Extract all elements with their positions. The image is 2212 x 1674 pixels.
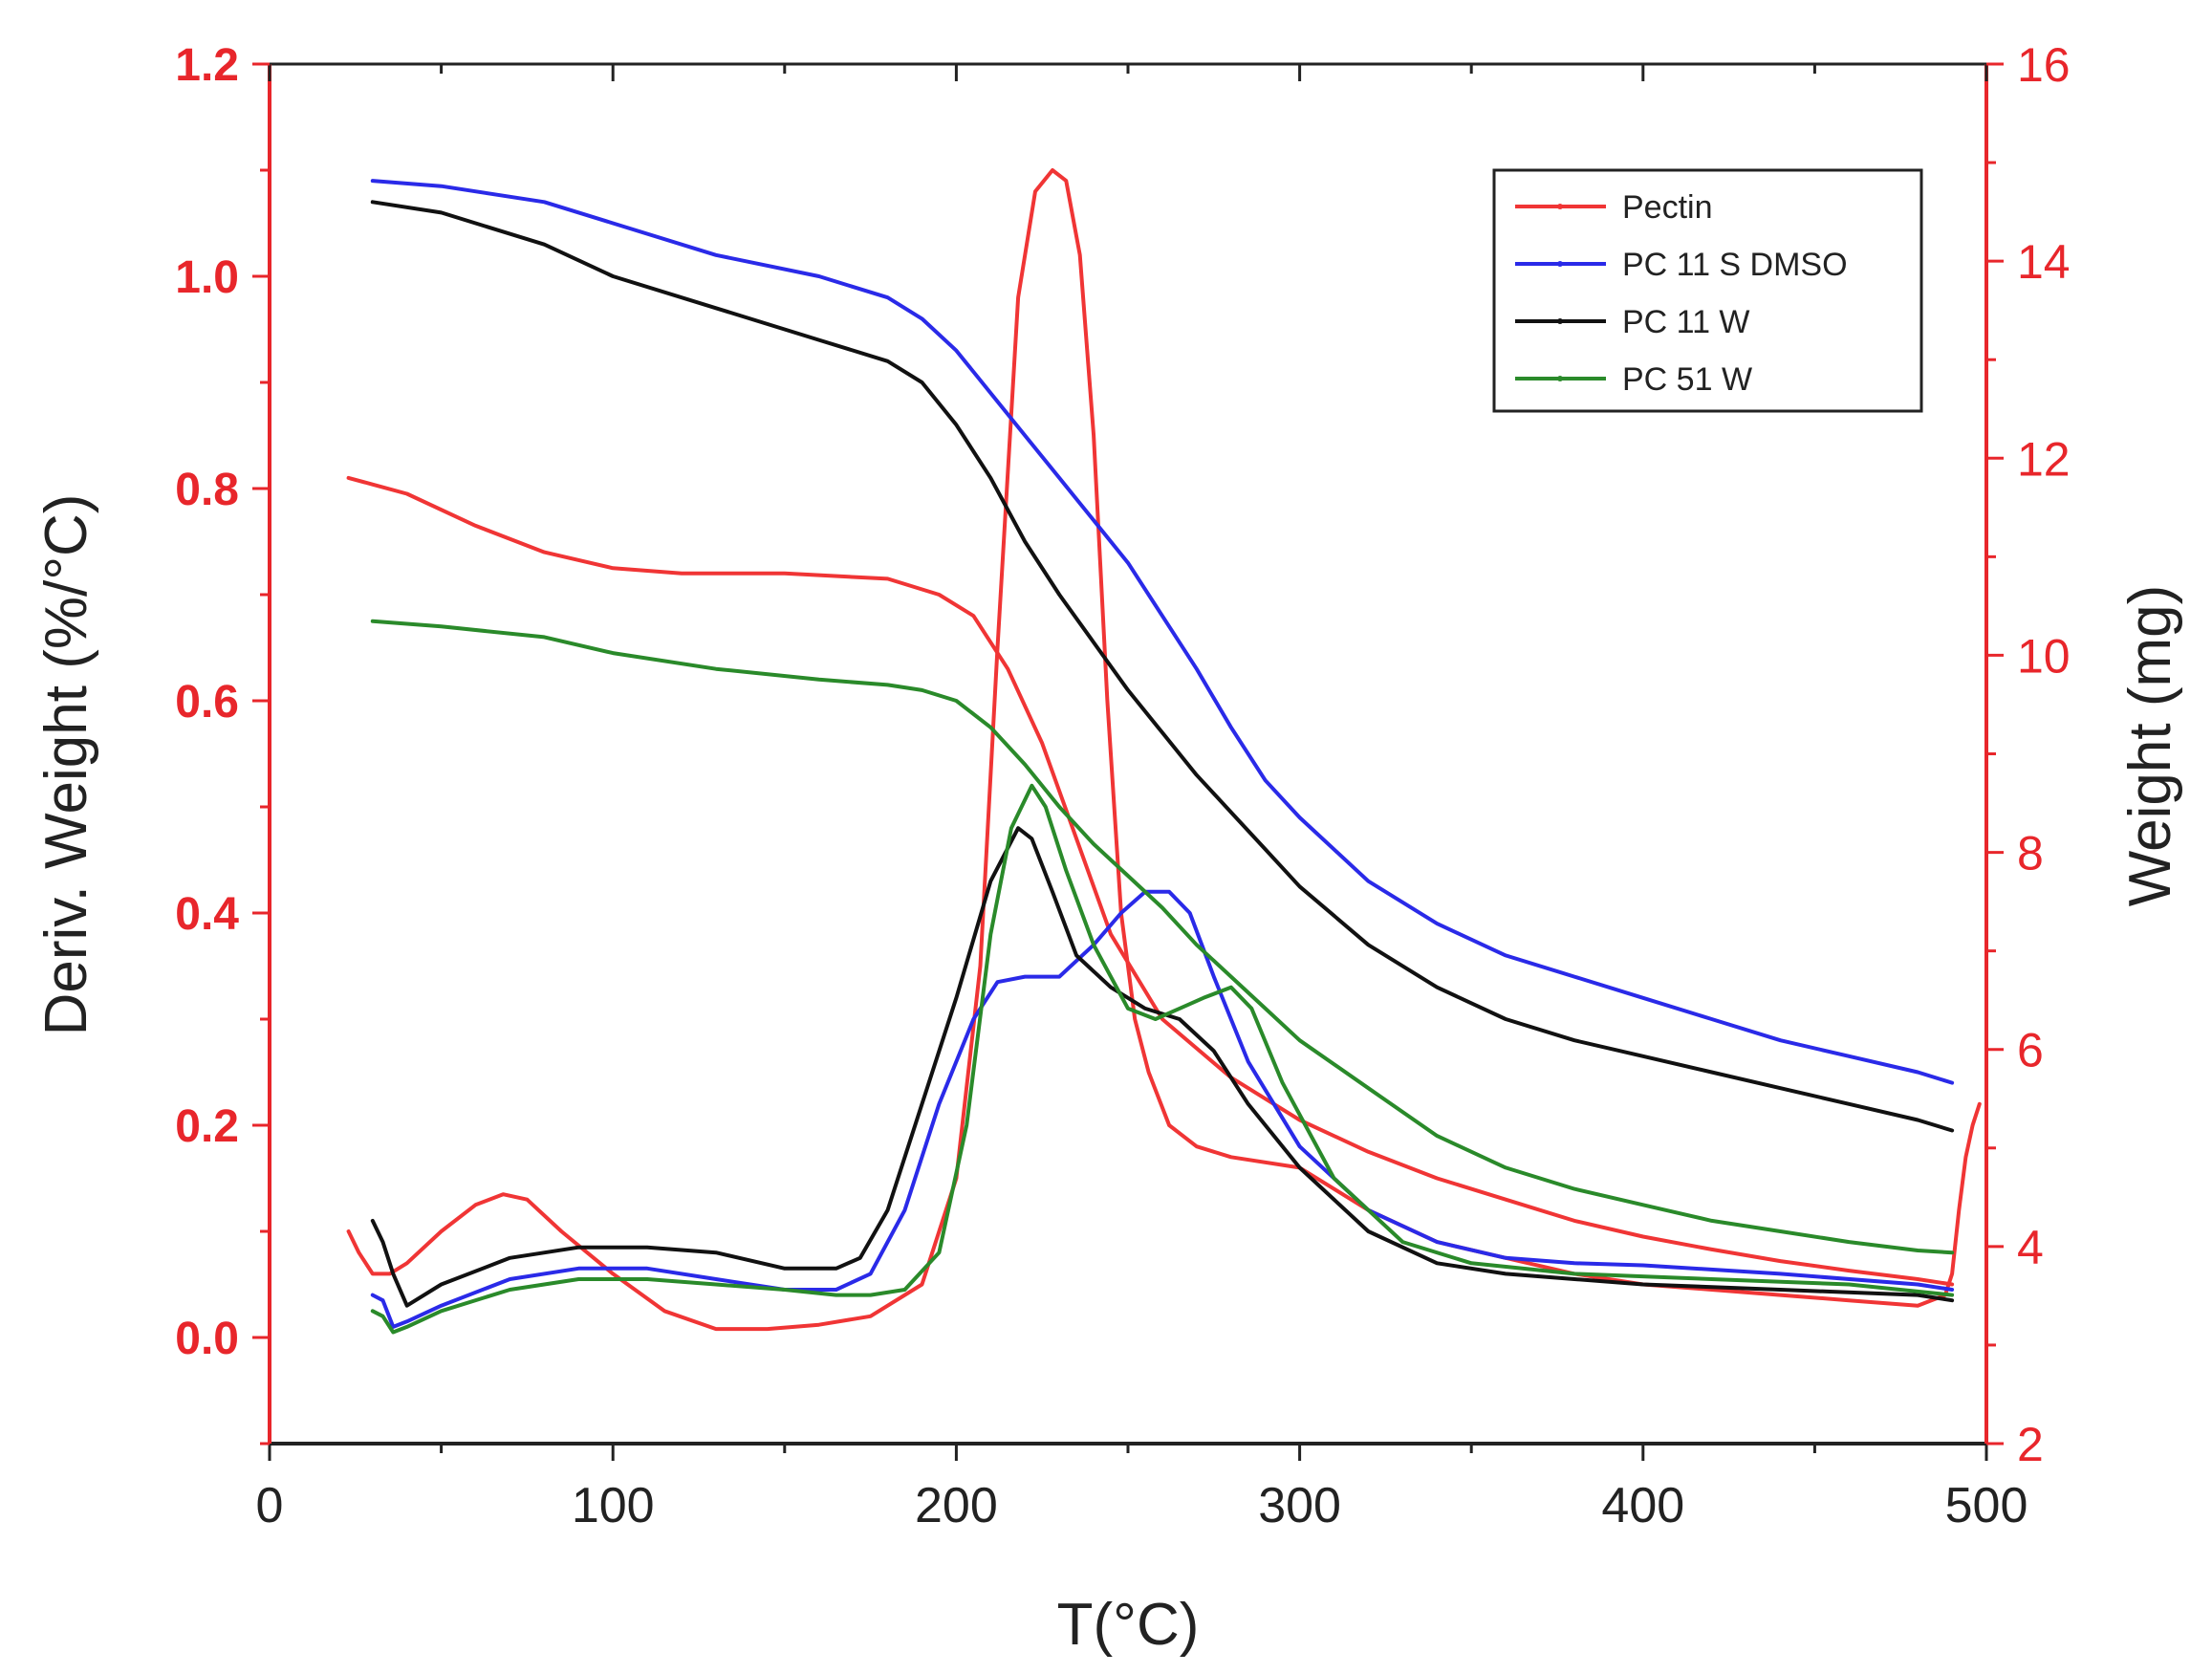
- legend: Pectin PC 11 S DMSO PC 11 W PC 51 W: [1492, 168, 1923, 413]
- x-tick-label: 500: [1945, 1478, 2028, 1533]
- legend-label: PC 11 S DMSO: [1622, 247, 1848, 283]
- left-y-tick-label: 0.6: [175, 677, 239, 728]
- legend-label: Pectin: [1622, 189, 1713, 226]
- axis-layer: 0 100 200 300 400 500 0.0 0.2 0.4 0.6 0.8 1.0 1.2 2 4 6…: [175, 38, 2070, 1533]
- right-y-tick-label: 12: [2017, 432, 2071, 486]
- left-y-tick-label: 1.0: [175, 252, 239, 303]
- right-y-tick-label: 14: [2017, 235, 2071, 289]
- series-line-pc-11-s-dmso-weight: [370, 179, 1955, 1085]
- series-line-pectin-weight: [346, 475, 1955, 1287]
- legend-label: PC 11 W: [1622, 304, 1750, 340]
- left-y-tick-label: 1.2: [175, 40, 239, 91]
- right-y-tick-label: 2: [2017, 1418, 2044, 1471]
- series-line-pc-11-w-weight: [370, 200, 1955, 1133]
- legend-label: PC 51 W: [1622, 361, 1752, 398]
- legend-box: [1492, 168, 1923, 413]
- x-tick-label: 200: [915, 1478, 998, 1533]
- legend-marker: [1557, 318, 1563, 324]
- legend-marker: [1557, 376, 1563, 381]
- right-y-tick-label: 4: [2017, 1221, 2044, 1274]
- x-tick-label: 100: [572, 1478, 655, 1533]
- legend-items: Pectin PC 11 S DMSO PC 11 W PC 51 W: [1515, 189, 1848, 398]
- series-line-pc-51-w-weight: [370, 619, 1955, 1255]
- right-y-tick-label: 8: [2017, 827, 2044, 880]
- x-tick-label: 300: [1258, 1478, 1341, 1533]
- series-line-pc-11-w-derivative: [370, 826, 1955, 1308]
- left-y-tick-label: 0.4: [175, 889, 239, 940]
- x-tick-label: 0: [256, 1478, 284, 1533]
- left-y-tick-label: 0.8: [175, 465, 239, 515]
- x-tick-label: 400: [1601, 1478, 1684, 1533]
- legend-marker: [1557, 204, 1563, 209]
- left-y-tick-label: 0.2: [175, 1101, 239, 1152]
- right-y-tick-label: 10: [2017, 629, 2071, 683]
- series-line-pectin-derivative: [346, 168, 1982, 1332]
- series-layer: [346, 168, 1982, 1335]
- right-y-tick-label: 6: [2017, 1024, 2044, 1077]
- series-line-pc-11-s-dmso-derivative: [370, 889, 1955, 1329]
- left-y-axis-title: Deriv. Weight (%/°C): [33, 494, 99, 1036]
- right-y-tick-label: 16: [2017, 38, 2071, 92]
- series-line-pc-51-w-derivative: [370, 783, 1955, 1335]
- left-y-tick-label: 0.0: [175, 1314, 239, 1364]
- x-axis-title: T(°C): [1057, 1592, 1200, 1658]
- legend-marker: [1557, 261, 1563, 267]
- right-y-axis-title: Weight (mg): [2117, 585, 2183, 907]
